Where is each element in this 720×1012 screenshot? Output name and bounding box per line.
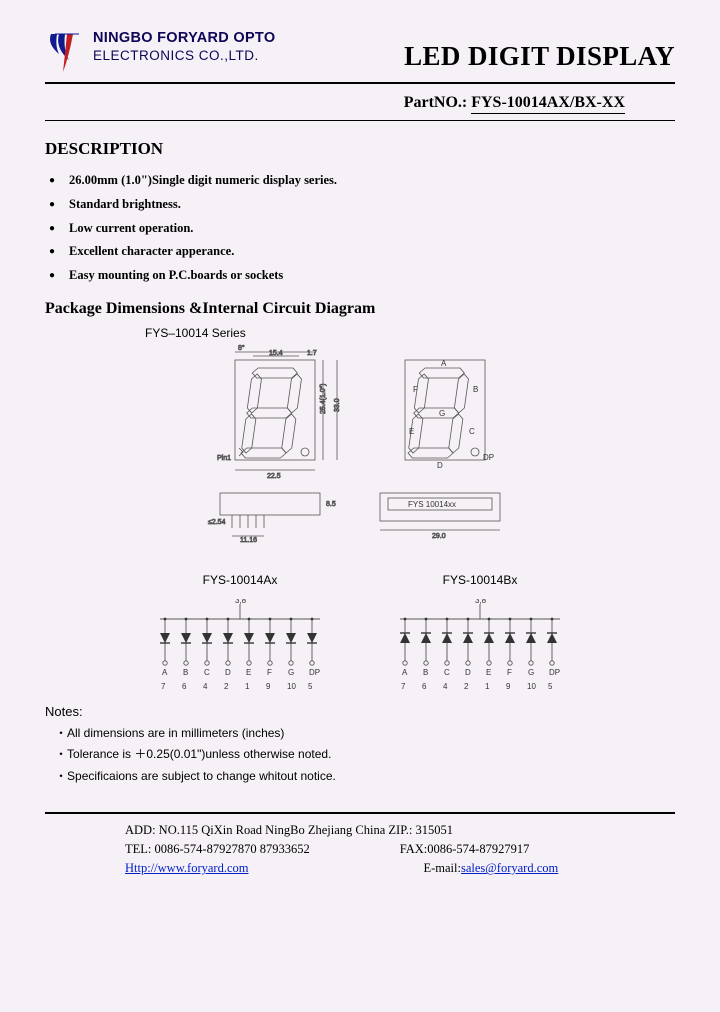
svg-text:E: E [246, 668, 251, 677]
svg-text:B: B [183, 668, 188, 677]
note-item: ・All dimensions are in millimeters (inch… [55, 723, 675, 745]
svg-text:1: 1 [245, 682, 250, 691]
divider [45, 82, 675, 84]
footer-url: Http://www.foryard.com [125, 859, 248, 878]
svg-text:9: 9 [506, 682, 511, 691]
description-heading: DESCRIPTION [45, 139, 675, 159]
svg-text:5: 5 [308, 682, 313, 691]
circuit-b-label: FYS-10014Bx [443, 573, 518, 587]
header: NINGBO FORYARD OPTO ELECTRONICS CO.,LTD.… [45, 30, 675, 74]
notes-heading: Notes: [45, 704, 675, 719]
svg-text:FYS 10014xx: FYS 10014xx [408, 500, 456, 509]
desc-item: Easy mounting on P.C.boards or sockets [69, 264, 675, 288]
svg-text:Pin1: Pin1 [217, 455, 231, 462]
note-item: ・Specificaions are subject to change whi… [55, 766, 675, 788]
svg-text:DP: DP [309, 668, 320, 677]
diagram-area: FYS–10014 Series [45, 326, 675, 694]
desc-item: Excellent character apperance. [69, 240, 675, 264]
partno-value: FYS-10014AX/BX-XX [471, 94, 625, 114]
svg-text:4: 4 [203, 682, 208, 691]
svg-text:A: A [402, 668, 408, 677]
svg-text:2: 2 [464, 682, 469, 691]
footer-email: E-mail:sales@foryard.com [423, 859, 558, 878]
email-link[interactable]: sales@foryard.com [461, 861, 558, 875]
svg-text:15.4: 15.4 [269, 350, 283, 357]
svg-text:2: 2 [224, 682, 229, 691]
divider [45, 812, 675, 814]
svg-text:9: 9 [266, 682, 271, 691]
company-line2: ELECTRONICS CO.,LTD. [93, 48, 275, 63]
svg-text:22.5: 22.5 [267, 473, 281, 480]
svg-text:DP: DP [483, 453, 494, 462]
divider [45, 120, 675, 121]
svg-text:≤2.54: ≤2.54 [208, 519, 226, 526]
svg-text:G: G [288, 668, 294, 677]
desc-item: 26.00mm (1.0")Single digit numeric displ… [69, 169, 675, 193]
side-view-diagram: 8.5 ≤2.54 11.16 [200, 488, 340, 543]
svg-text:A: A [162, 668, 168, 677]
dimension-front-diagram: 8° 15.4 1.7 25.4(1.0") 33.0 Pin1 22.5 [215, 342, 355, 482]
svg-text:D: D [437, 461, 443, 470]
svg-text:6: 6 [422, 682, 427, 691]
svg-text:DP: DP [549, 668, 560, 677]
page-title: LED DIGIT DISPLAY [404, 41, 675, 74]
footer-address: ADD: NO.115 QiXin Road NingBo Zhejiang C… [125, 821, 675, 840]
footer-tel: TEL: 0086-574-87927870 87933652 [125, 840, 310, 859]
svg-text:B: B [473, 385, 478, 394]
svg-text:6: 6 [182, 682, 187, 691]
footer: ADD: NO.115 QiXin Road NingBo Zhejiang C… [125, 821, 675, 879]
svg-text:11.16: 11.16 [240, 537, 257, 543]
svg-text:F: F [267, 668, 272, 677]
circuit-a-diagram: 3,8 A 7 B 6 C 4 D 2 E 1 F 9 G 10 DP 5 [145, 599, 335, 694]
svg-text:G: G [439, 409, 445, 418]
svg-text:F: F [507, 668, 512, 677]
svg-text:1: 1 [485, 682, 490, 691]
svg-text:E: E [486, 668, 491, 677]
series-label: FYS–10014 Series [145, 326, 246, 340]
svg-text:29.0: 29.0 [432, 533, 446, 540]
svg-text:E: E [409, 427, 414, 436]
company-logo [45, 30, 85, 74]
svg-text:7: 7 [401, 682, 406, 691]
svg-text:G: G [528, 668, 534, 677]
notes-list: ・All dimensions are in millimeters (inch… [55, 723, 675, 788]
circuit-b-diagram: 3,8 A 7 B 6 C 4 D 2 E 1 F 9 G 10 DP 5 [385, 599, 575, 694]
svg-text:F: F [413, 385, 418, 394]
svg-text:5: 5 [548, 682, 553, 691]
partno-label: PartNO.: [404, 94, 472, 111]
website-link[interactable]: Http://www.foryard.com [125, 861, 248, 875]
svg-text:1.7: 1.7 [307, 350, 317, 357]
part-number-row: PartNO.: FYS-10014AX/BX-XX [45, 94, 625, 114]
package-heading: Package Dimensions &Internal Circuit Dia… [45, 300, 675, 318]
svg-text:C: C [204, 668, 210, 677]
svg-text:25.4(1.0"): 25.4(1.0") [320, 383, 327, 414]
svg-text:10: 10 [287, 682, 296, 691]
back-view-diagram: FYS 10014xx 29.0 [370, 488, 520, 543]
circuit-a-label: FYS-10014Ax [203, 573, 278, 587]
svg-text:8.5: 8.5 [326, 501, 336, 508]
svg-text:C: C [469, 427, 475, 436]
note-item: ・Tolerance is ＋0.25(0.01")unless otherwi… [55, 744, 675, 766]
desc-item: Standard brightness. [69, 193, 675, 217]
svg-text:8°: 8° [238, 344, 245, 352]
svg-text:33.0: 33.0 [334, 398, 341, 412]
company-name: NINGBO FORYARD OPTO ELECTRONICS CO.,LTD. [93, 30, 275, 63]
desc-item: Low current operation. [69, 217, 675, 241]
svg-text:3,8: 3,8 [235, 599, 247, 605]
svg-text:C: C [444, 668, 450, 677]
svg-text:D: D [225, 668, 231, 677]
segment-label-diagram: A B C D E F G DP [395, 342, 505, 482]
svg-text:4: 4 [443, 682, 448, 691]
svg-text:B: B [423, 668, 428, 677]
svg-text:D: D [465, 668, 471, 677]
footer-fax: FAX:0086-574-87927917 [400, 840, 530, 859]
description-list: 26.00mm (1.0")Single digit numeric displ… [69, 169, 675, 288]
svg-text:10: 10 [527, 682, 536, 691]
company-line1: NINGBO FORYARD OPTO [93, 30, 275, 46]
svg-text:7: 7 [161, 682, 166, 691]
svg-text:A: A [441, 359, 447, 368]
svg-text:3,8: 3,8 [475, 599, 487, 605]
